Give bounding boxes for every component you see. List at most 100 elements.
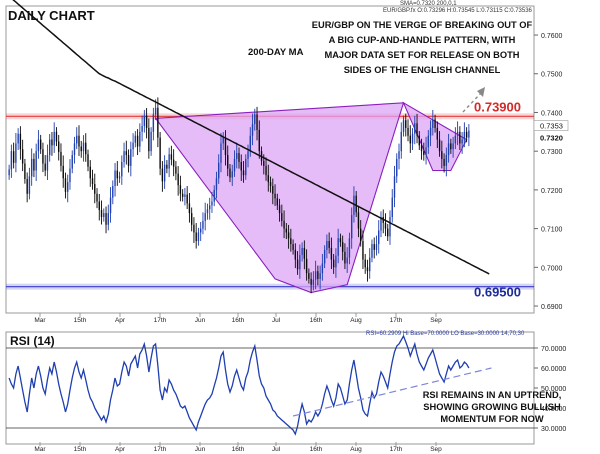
x-tick-label: Apr: [115, 317, 126, 324]
candle-body: [152, 114, 155, 132]
candle-body: [202, 220, 204, 229]
candle-body: [130, 149, 132, 166]
candle-body: [407, 127, 409, 136]
candle-body: [441, 151, 443, 159]
candle-body: [393, 176, 396, 198]
candle-body: [319, 273, 321, 279]
price-tick-label: 0.7300: [541, 149, 563, 156]
candle-body: [378, 230, 380, 245]
x-tick-label: 17th: [390, 446, 403, 453]
candle-body: [402, 120, 405, 132]
candle-body: [159, 137, 161, 169]
candle-body: [445, 155, 448, 166]
candle-body: [51, 139, 53, 146]
resistance-label: 0.73900: [474, 99, 521, 114]
candle-body: [278, 205, 281, 214]
candle-body: [355, 195, 357, 213]
candle-body: [229, 168, 231, 178]
candle-body: [190, 213, 193, 225]
rsi-tick-label: 60.0000: [541, 366, 566, 373]
candle-body: [161, 168, 164, 182]
candle-body: [380, 216, 382, 231]
candle-body: [184, 194, 186, 197]
candle-body: [46, 155, 49, 171]
candle-body: [346, 257, 348, 264]
candle-body: [15, 143, 17, 163]
x-tick-label: 16th: [310, 446, 323, 453]
candle-body: [344, 251, 346, 264]
candle-body: [337, 238, 339, 256]
x-tick-label: Apr: [115, 446, 126, 453]
rsi-trendline: [292, 367, 492, 417]
candle-body: [274, 193, 276, 199]
candle-body: [100, 210, 103, 217]
candle-body: [299, 254, 301, 270]
last-price-box: [533, 120, 569, 131]
candle-body: [55, 131, 58, 142]
candle-body: [35, 151, 37, 171]
candle-body: [242, 170, 245, 176]
candle-body: [103, 213, 105, 217]
x-tick-label: Sep: [430, 446, 442, 453]
candle-body: [181, 193, 184, 197]
candle-body: [276, 198, 279, 206]
ma-line: [12, 0, 490, 275]
candle-body: [211, 201, 213, 206]
candle-body: [335, 255, 337, 268]
candle-body: [245, 158, 247, 176]
candle-body: [80, 146, 82, 152]
candle-body: [206, 209, 209, 214]
breakout-arrow: [462, 87, 485, 113]
candle-body: [224, 137, 227, 156]
candle-body: [256, 114, 258, 130]
candle-body: [39, 139, 42, 150]
cup-shape: [154, 102, 405, 294]
candle-body: [411, 133, 414, 144]
ma-price-label: 0.7320: [540, 134, 563, 143]
price-tick-label: 0.7000: [541, 265, 563, 272]
candle-body: [283, 220, 285, 229]
annotation-text: EUR/GBP ON THE VERGE OF BREAKING OUT OF …: [312, 20, 533, 75]
annotation-line-2: A BIG CUP-AND-HANDLE PATTERN, WITH: [329, 35, 516, 45]
candle-body: [400, 131, 402, 152]
candle-body: [463, 131, 466, 140]
candle-body: [154, 107, 157, 115]
x-tick-label: Sep: [430, 317, 442, 324]
x-tick-label: 16th: [232, 446, 245, 453]
candle-body: [285, 228, 288, 233]
candle-body: [339, 238, 342, 243]
candle-body: [139, 131, 141, 147]
rsi-tick-label: 70.0000: [541, 346, 566, 353]
candle-body: [145, 115, 148, 128]
x-tick-label: Mar: [34, 317, 46, 324]
candle-body: [405, 120, 407, 128]
candle-body: [186, 194, 188, 204]
rsi-x-axis-labels: Mar 15th Apr 17th Jun 16th Jul 16th Aug 17th Sep: [34, 442, 442, 453]
candle-body: [209, 205, 211, 210]
candle-body: [454, 135, 457, 144]
candle-body: [136, 135, 139, 147]
rsi-tick-label: 50.0000: [541, 386, 566, 393]
candle-body: [389, 216, 391, 237]
x-tick-label: 17th: [154, 317, 167, 324]
candle-body: [287, 232, 290, 239]
candle-body: [28, 176, 31, 194]
x-tick-label: Aug: [350, 446, 362, 453]
x-tick-label: Jun: [195, 446, 206, 453]
candle-body: [418, 135, 420, 146]
candle-body: [222, 137, 224, 144]
candle-body: [179, 185, 182, 194]
candle-body: [427, 135, 430, 148]
candle-body: [12, 151, 15, 163]
candle-body: [332, 259, 335, 268]
candles: [8, 97, 470, 294]
candle-body: [188, 203, 191, 214]
candle-body: [330, 247, 333, 260]
candle-body: [8, 169, 10, 176]
candle-body: [423, 151, 425, 156]
candle-body: [213, 189, 215, 202]
candle-body: [369, 257, 371, 272]
price-tick-label: 0.6900: [541, 304, 563, 311]
candle-body: [172, 159, 175, 167]
candle-body: [204, 213, 206, 221]
